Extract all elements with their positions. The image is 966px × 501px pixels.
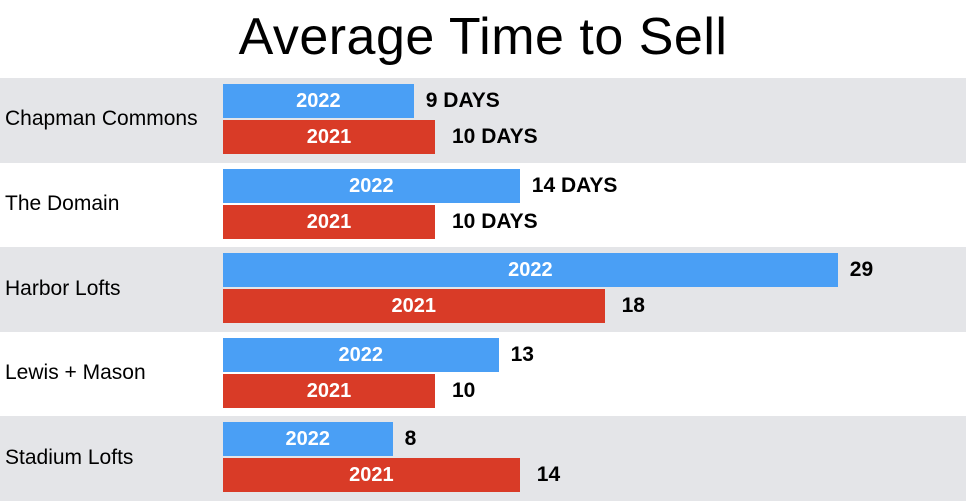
category-label: Chapman Commons xyxy=(5,107,198,131)
bar-value-label: 10 DAYS xyxy=(452,209,538,233)
bar-2021 xyxy=(223,120,435,154)
bar-2022 xyxy=(223,422,393,457)
bar-2021 xyxy=(223,289,605,324)
bar-value-label: 8 xyxy=(404,427,417,451)
bar-series-label: 2022 xyxy=(296,90,341,112)
bar-series-label: 2022 xyxy=(508,259,553,282)
bar-2022 xyxy=(223,337,499,372)
bar-value-label: 9 DAYS xyxy=(425,89,500,112)
bar-series-label: 2022 xyxy=(285,428,331,451)
bar-value-label: 14 xyxy=(536,463,561,487)
bar-series-label: 2022 xyxy=(338,343,384,366)
bar-value-label: 14 DAYS xyxy=(531,173,618,197)
bar-value-label: 13 xyxy=(510,342,534,366)
bar-2021 xyxy=(223,204,435,239)
category-label: Stadium Lofts xyxy=(5,445,134,469)
category-band xyxy=(0,78,966,163)
bar-series-label: 2021 xyxy=(306,126,352,148)
bar-series-label: 2021 xyxy=(391,295,437,318)
chart-title: Average Time to Sell xyxy=(238,8,728,66)
bar-2022 xyxy=(223,84,414,118)
bar-value-label: 29 xyxy=(849,258,874,282)
category-label: Harbor Lofts xyxy=(5,276,121,300)
bar-2021 xyxy=(223,458,520,493)
bar-value-label: 10 DAYS xyxy=(452,125,538,148)
bar-series-label: 2021 xyxy=(306,379,352,402)
category-label: Lewis + Mason xyxy=(5,361,146,385)
bar-value-label: 18 xyxy=(621,294,645,318)
category-label: The Domain xyxy=(5,191,120,215)
bar-2022 xyxy=(223,253,838,288)
bar-2021 xyxy=(223,373,435,408)
bar-series-label: 2021 xyxy=(349,464,394,487)
bar-series-label: 2022 xyxy=(349,174,394,197)
bar-series-label: 2021 xyxy=(306,210,352,233)
bar-value-label: 10 xyxy=(452,378,476,402)
bar-2022 xyxy=(223,168,520,203)
